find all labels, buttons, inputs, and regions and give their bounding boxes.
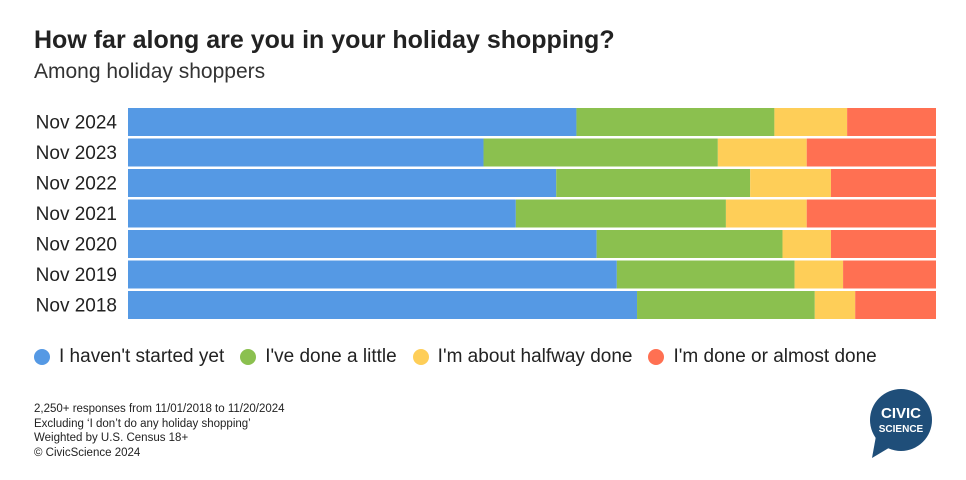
footnote-responses: 2,250+ responses from 11/01/2018 to 11/2… (34, 403, 285, 415)
bar-nov-2019-series-2 (794, 260, 844, 289)
bar-nov-2021-series-3 (806, 199, 936, 228)
bar-nov-2023-series-2 (717, 138, 807, 167)
bar-nov-2018-series-3 (855, 291, 936, 319)
chart-subtitle: Among holiday shoppers (34, 60, 266, 83)
bar-nov-2022-series-0 (128, 169, 557, 197)
legend-label: I've done a little (265, 346, 397, 367)
bar-nov-2022-series-2 (750, 169, 831, 197)
chart-title: How far along are you in your holiday sh… (34, 26, 615, 54)
bars-group (128, 108, 936, 319)
category-label-nov-2023: Nov 2023 (36, 143, 117, 164)
category-label-nov-2024: Nov 2024 (36, 113, 118, 134)
category-label-nov-2020: Nov 2020 (36, 235, 117, 256)
legend-label: I haven't started yet (59, 346, 225, 367)
footnote-copyright: © CivicScience 2024 (34, 446, 141, 459)
stacked-bar-chart: Nov 2024 Nov 2023 Nov 2022 Nov 2021 Nov 2020… (36, 108, 936, 319)
bar-nov-2024-series-2 (774, 108, 848, 136)
legend-label: I'm done or almost done (673, 346, 877, 367)
category-label-nov-2022: Nov 2022 (36, 174, 117, 195)
bar-nov-2018-series-1 (637, 291, 815, 319)
bar-nov-2024-series-0 (128, 108, 577, 136)
bar-nov-2020-series-3 (830, 230, 936, 258)
footnote-exclusion: Excluding ‘I don’t do any holiday shoppi… (34, 417, 251, 430)
bar-nov-2021-series-0 (128, 199, 516, 228)
category-label-nov-2021: Nov 2021 (36, 204, 117, 225)
bar-nov-2024-series-1 (576, 108, 775, 136)
footnote-weighting: Weighted by U.S. Census 18+ (34, 432, 189, 444)
bar-nov-2019-series-1 (616, 260, 795, 289)
bar-nov-2023-series-1 (483, 138, 718, 167)
bar-nov-2021-series-1 (515, 199, 726, 228)
legend-item-2: I'm about halfway done (412, 346, 633, 368)
legend-swatch (240, 349, 257, 365)
legend-swatch (648, 349, 665, 365)
legend-item-1: I've done a little (240, 346, 397, 368)
bar-nov-2020-series-2 (782, 230, 831, 258)
civicscience-logo: CIVIC SCIENCE (870, 389, 932, 458)
logo-text-civic: CIVIC (881, 405, 921, 422)
bar-nov-2020-series-0 (128, 230, 597, 258)
legend-item-0: I haven't started yet (34, 346, 224, 368)
category-labels: Nov 2024 Nov 2023 Nov 2022 Nov 2021 Nov 2020… (36, 113, 118, 317)
footnotes: 2,250+ responses from 11/01/2018 to 11/2… (34, 402, 285, 460)
bar-nov-2018-series-2 (814, 291, 856, 319)
bar-nov-2019-series-0 (128, 260, 617, 289)
category-label-nov-2018: Nov 2018 (36, 296, 117, 317)
legend-swatch (34, 349, 50, 365)
bar-nov-2019-series-3 (843, 260, 936, 289)
legend: I haven't started yet I've done a little I… (34, 346, 893, 368)
bar-nov-2021-series-2 (725, 199, 807, 228)
bar-nov-2018-series-0 (128, 291, 638, 319)
legend-item-3: I'm done or almost done (648, 346, 877, 368)
logo-text-science: SCIENCE (879, 424, 924, 435)
bar-nov-2022-series-3 (830, 169, 936, 197)
bar-nov-2022-series-1 (556, 169, 751, 197)
bar-nov-2023-series-3 (806, 138, 936, 167)
bar-nov-2020-series-1 (596, 230, 783, 258)
legend-label: I'm about halfway done (437, 346, 633, 367)
bar-nov-2024-series-3 (847, 108, 936, 136)
legend-swatch (412, 349, 429, 365)
bar-nov-2023-series-0 (128, 138, 484, 167)
category-label-nov-2019: Nov 2019 (36, 265, 117, 286)
